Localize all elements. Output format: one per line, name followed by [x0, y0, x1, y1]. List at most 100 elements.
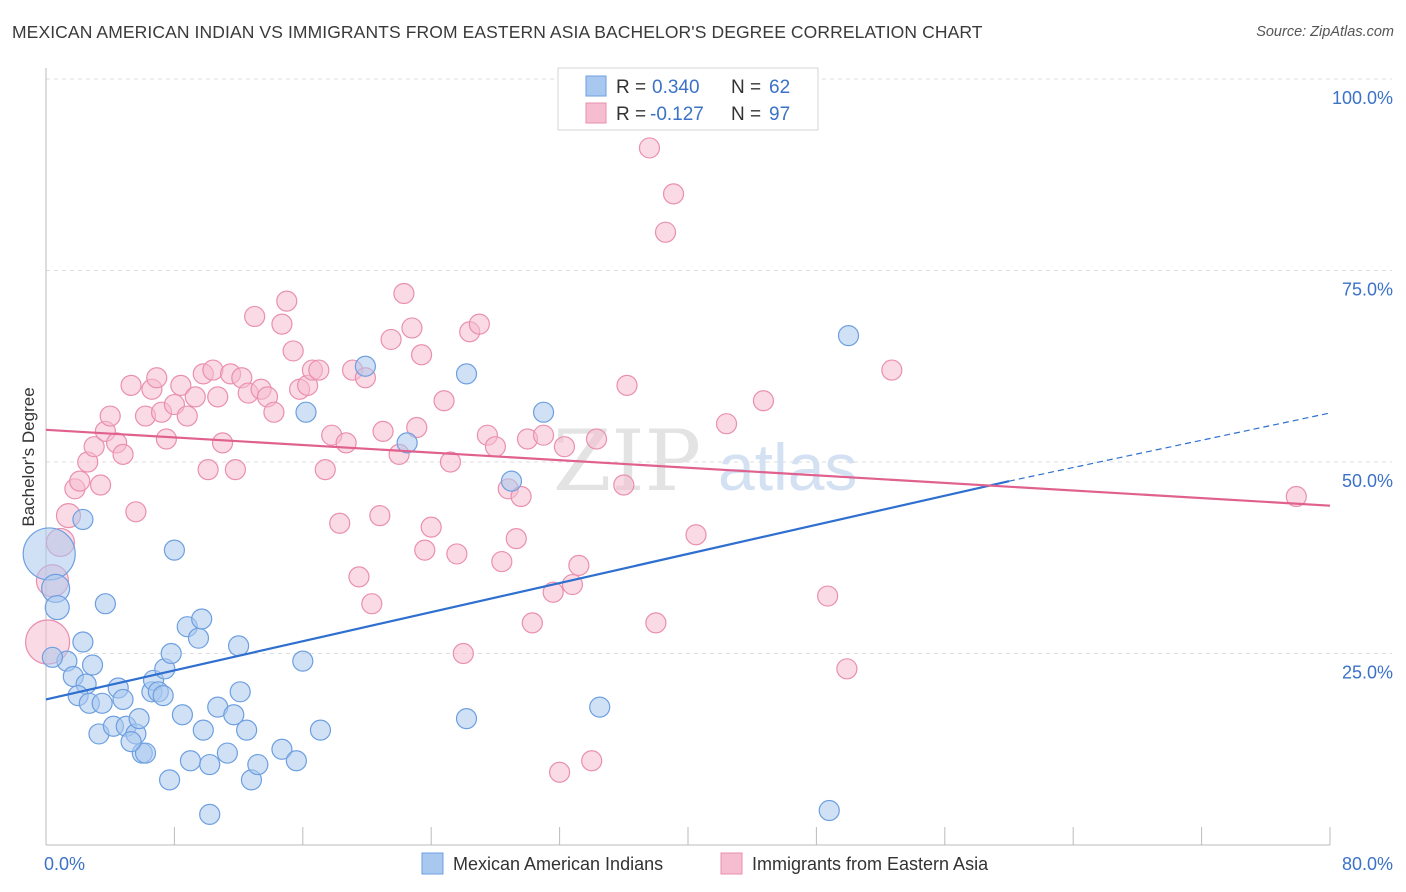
- point-pink-22: [176, 405, 198, 427]
- point-pink-69: [484, 436, 506, 458]
- stats-n-value-1: 62: [769, 77, 790, 98]
- point-pink-73: [510, 485, 532, 508]
- point-blue-26: [152, 685, 174, 707]
- stats-r-value-2: -0.127: [650, 104, 704, 125]
- point-blue-56: [532, 401, 555, 423]
- point-pink-83: [585, 428, 608, 450]
- stats-n-value-2: 97: [769, 104, 790, 125]
- point-pink-30: [224, 459, 246, 481]
- point-pink-78: [548, 761, 571, 783]
- point-pink-60: [414, 539, 436, 561]
- point-blue-43: [236, 719, 258, 741]
- point-blue-22: [134, 742, 157, 764]
- point-pink-56: [393, 282, 415, 305]
- series-legend: Mexican American Indians Immigrants from…: [421, 852, 989, 875]
- point-pink-65: [452, 642, 474, 665]
- point-pink-51: [361, 593, 383, 615]
- point-pink-75: [521, 612, 543, 634]
- point-blue-49: [295, 401, 317, 423]
- point-pink-13: [120, 374, 142, 396]
- stats-n-label-2: N =: [731, 104, 761, 125]
- watermark: ZIP atlas: [553, 412, 857, 510]
- point-pink-46: [329, 512, 351, 534]
- point-pink-7: [83, 436, 105, 458]
- point-pink-27: [207, 386, 229, 408]
- point-blue-4: [94, 593, 116, 615]
- point-pink-84: [613, 474, 635, 496]
- point-pink-86: [638, 137, 661, 159]
- point-pink-12: [112, 443, 134, 465]
- trend-line-pink: [45, 428, 1331, 507]
- point-pink-92: [752, 390, 775, 412]
- point-blue-60: [41, 646, 64, 668]
- point-pink-8: [89, 474, 112, 496]
- point-pink-5: [69, 470, 91, 492]
- point-pink-58: [406, 416, 428, 439]
- point-pink-64: [446, 543, 468, 565]
- point-pink-90: [685, 524, 707, 546]
- axes: [45, 68, 1331, 846]
- legend-label-blue: Mexican American Indians: [453, 854, 663, 874]
- stats-r-label-2: R =: [616, 104, 646, 125]
- point-blue-29: [171, 704, 194, 726]
- point-pink-39: [282, 340, 304, 362]
- point-blue-53: [455, 708, 478, 730]
- source-label: Source: ZipAtlas.com: [1256, 24, 1394, 40]
- grid-lines: [46, 78, 1392, 654]
- stats-r-value-1: 0.340: [652, 77, 700, 98]
- point-pink-63: [439, 451, 462, 473]
- point-pink-28: [211, 432, 234, 454]
- point-blue-48: [292, 650, 314, 672]
- point-pink-21: [170, 374, 192, 396]
- point-pink-36: [263, 401, 285, 423]
- point-pink-67: [468, 313, 490, 335]
- y-tick-label-3: 25.0%: [1342, 663, 1393, 683]
- point-pink-94: [836, 658, 858, 680]
- point-pink-89: [662, 183, 685, 205]
- point-blue-33: [187, 627, 210, 649]
- point-pink-33: [244, 305, 266, 328]
- point-blue-57: [589, 696, 611, 718]
- trend-line-blue-extension: [1008, 412, 1331, 482]
- point-blue-32: [179, 750, 202, 772]
- y-tick-labels: 100.0% 75.0% 50.0% 25.0%: [1332, 88, 1393, 683]
- legend-label-pink: Immigrants from Eastern Asia: [752, 854, 989, 874]
- point-pink-62: [433, 390, 455, 412]
- point-blue-34: [192, 719, 214, 741]
- watermark-atlas: atlas: [718, 430, 857, 504]
- point-pink-25: [197, 459, 219, 481]
- point-blue-30: [158, 769, 181, 791]
- chart-title: MEXICAN AMERICAN INDIAN VS IMMIGRANTS FR…: [12, 22, 983, 42]
- point-pink-76: [532, 424, 555, 446]
- point-pink-37: [271, 313, 293, 335]
- point-pink-87: [645, 612, 667, 634]
- point-pink-81: [568, 554, 590, 577]
- point-pink-59: [410, 344, 433, 366]
- point-blue-51: [354, 355, 376, 377]
- point-pink-44: [314, 459, 336, 481]
- legend-swatch-blue: [421, 852, 444, 875]
- point-blue-28: [160, 642, 182, 665]
- point-pink-14: [125, 501, 147, 523]
- point-pink-23: [184, 386, 206, 408]
- trend-lines: [45, 412, 1331, 701]
- point-blue-61: [120, 730, 142, 753]
- point-blue-7: [72, 631, 94, 653]
- point-blue-46: [271, 738, 293, 760]
- point-blue-39: [216, 742, 238, 764]
- point-blue-3: [72, 508, 94, 531]
- x-tick-label-min: 0.0%: [44, 854, 85, 874]
- point-pink-26: [202, 359, 224, 381]
- point-blue-8: [81, 654, 104, 676]
- point-pink-96: [1285, 485, 1307, 508]
- point-pink-10: [99, 405, 121, 427]
- point-blue-40: [223, 704, 245, 726]
- point-pink-61: [420, 516, 442, 538]
- point-blue-13: [91, 692, 113, 714]
- point-pink-53: [372, 420, 394, 442]
- point-blue-47: [285, 750, 307, 772]
- point-pink-70: [491, 550, 513, 573]
- point-blue-5: [163, 539, 185, 561]
- stats-legend-swatch-blue: [585, 75, 607, 97]
